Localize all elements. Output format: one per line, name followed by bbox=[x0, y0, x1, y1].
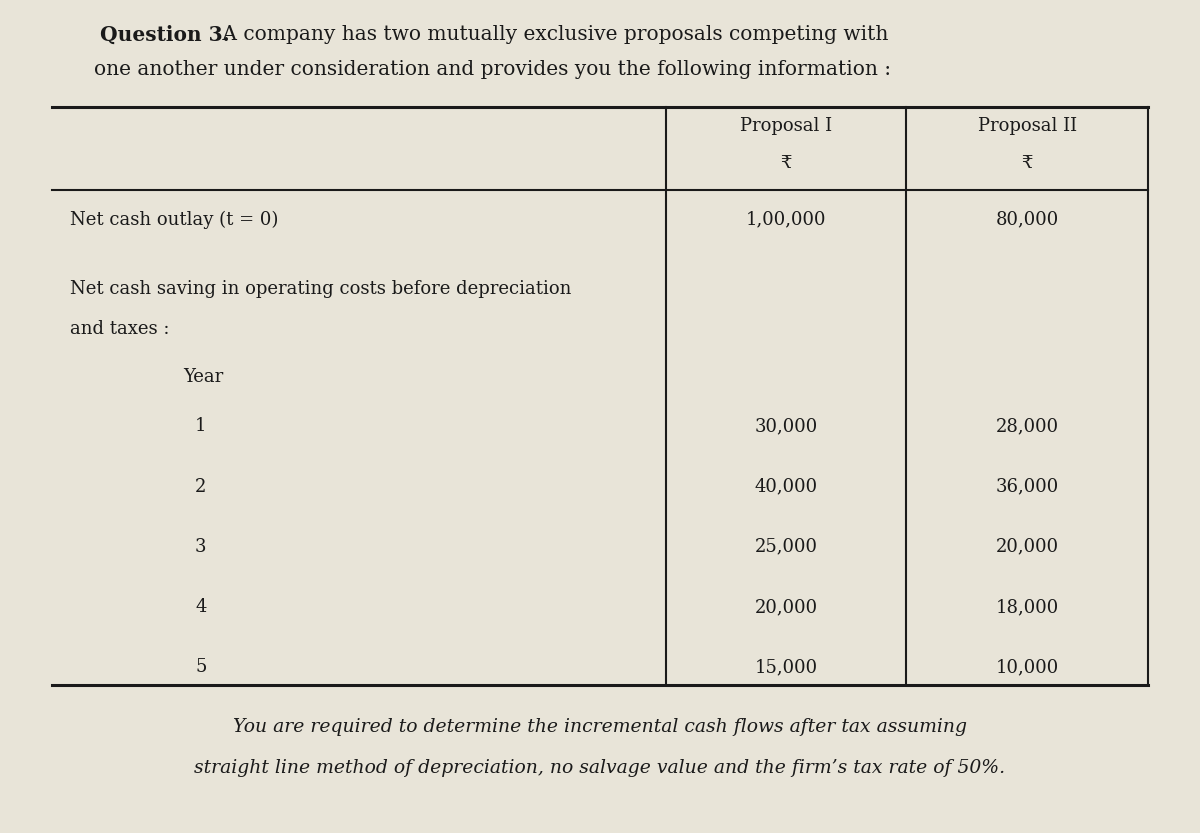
Text: Proposal II: Proposal II bbox=[978, 117, 1076, 135]
Text: 15,000: 15,000 bbox=[755, 658, 817, 676]
Text: Question 3.: Question 3. bbox=[100, 25, 229, 45]
Text: 40,000: 40,000 bbox=[755, 477, 817, 496]
Text: Net cash outlay (t = 0): Net cash outlay (t = 0) bbox=[70, 211, 278, 228]
Text: 10,000: 10,000 bbox=[996, 658, 1058, 676]
Text: 4: 4 bbox=[196, 598, 206, 616]
Text: 1: 1 bbox=[196, 417, 206, 436]
Text: Proposal I: Proposal I bbox=[740, 117, 832, 135]
Text: 80,000: 80,000 bbox=[996, 211, 1058, 228]
Text: 20,000: 20,000 bbox=[755, 598, 817, 616]
Text: 1,00,000: 1,00,000 bbox=[745, 211, 826, 228]
Text: straight line method of depreciation, no salvage value and the firm’s tax rate o: straight line method of depreciation, no… bbox=[194, 759, 1006, 776]
Text: You are required to determine the incremental cash flows after tax assuming: You are required to determine the increm… bbox=[233, 717, 967, 736]
Text: 20,000: 20,000 bbox=[996, 538, 1058, 556]
Text: Net cash saving in operating costs before depreciation: Net cash saving in operating costs befor… bbox=[70, 281, 571, 298]
Text: 28,000: 28,000 bbox=[996, 417, 1058, 436]
Text: 36,000: 36,000 bbox=[996, 477, 1058, 496]
Text: 2: 2 bbox=[196, 477, 206, 496]
Text: A company has two mutually exclusive proposals competing with: A company has two mutually exclusive pro… bbox=[216, 25, 889, 44]
Text: and taxes :: and taxes : bbox=[70, 320, 169, 338]
Text: 3: 3 bbox=[196, 538, 206, 556]
Text: ₹: ₹ bbox=[780, 154, 792, 172]
Text: 30,000: 30,000 bbox=[755, 417, 817, 436]
Text: ₹: ₹ bbox=[1021, 154, 1033, 172]
Text: 18,000: 18,000 bbox=[996, 598, 1058, 616]
Text: 5: 5 bbox=[196, 658, 206, 676]
Text: one another under consideration and provides you the following information :: one another under consideration and prov… bbox=[94, 60, 890, 79]
Text: 25,000: 25,000 bbox=[755, 538, 817, 556]
Text: Year: Year bbox=[182, 368, 223, 386]
